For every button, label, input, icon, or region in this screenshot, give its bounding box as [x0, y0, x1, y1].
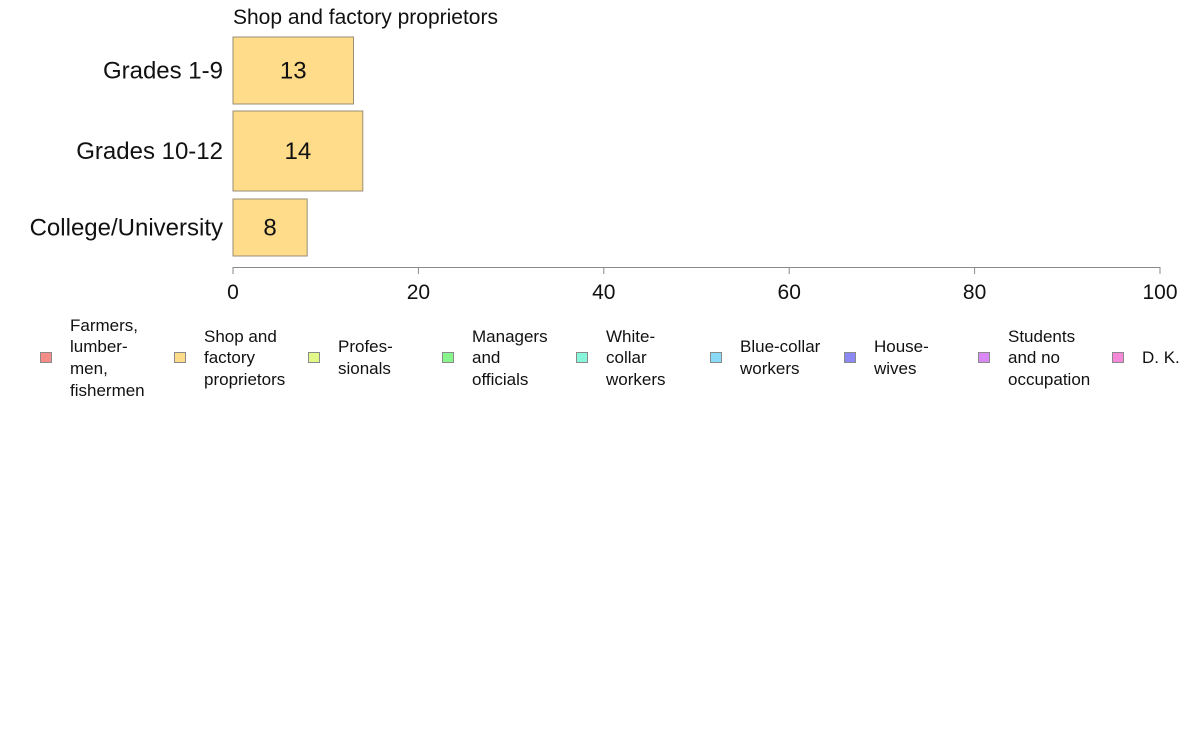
bar	[232, 110, 364, 192]
legend-label: Profes- sionals	[338, 337, 393, 378]
bar-value-label: 8	[263, 215, 276, 242]
x-tick-label: 0	[227, 281, 239, 300]
legend-label: House- wives	[874, 337, 929, 378]
legend-swatch	[710, 352, 722, 363]
x-tick-label: 100	[1142, 281, 1177, 300]
legend-label: D. K.	[1142, 348, 1180, 368]
legend-swatch	[442, 352, 454, 363]
legend: Farmers, lumber- men, fishermen Shop and …	[40, 315, 1188, 412]
legend-label: Blue-collar workers	[740, 337, 821, 378]
legend-swatch	[40, 352, 52, 363]
bar-value-label: 13	[280, 58, 307, 85]
legend-swatch	[1112, 352, 1124, 363]
x-tick-label: 80	[963, 281, 986, 300]
bar	[232, 36, 355, 105]
bars-layer: 13 Grades 1-9 14 Grades 10-12 8 College/Unive…	[30, 36, 364, 257]
x-tick-label: 20	[407, 281, 430, 300]
bar-chart: Shop and factory proprietors 13 Grades 1-…	[30, 6, 1178, 300]
legend-swatch	[978, 352, 990, 363]
x-axis: 0 20 40 60 80 100	[227, 267, 1178, 300]
chart-title: Shop and factory proprietors	[233, 6, 498, 29]
category-label: Grades 1-9	[103, 58, 223, 85]
legend-label: Managers and officials	[472, 326, 548, 389]
x-tick-label: 60	[778, 281, 801, 300]
legend-swatch	[576, 352, 588, 363]
legend-label: White- collar workers	[606, 326, 666, 389]
legend-label: Shop and factory proprietors	[204, 326, 286, 389]
legend-swatch	[844, 352, 856, 363]
legend-label: Farmers, lumber- men, fishermen	[70, 315, 145, 400]
legend-swatch	[174, 352, 186, 363]
bar	[232, 198, 308, 257]
legend-swatch	[308, 352, 320, 363]
category-label: Grades 10-12	[76, 138, 223, 165]
legend-label: Students and no occupation	[1008, 326, 1091, 389]
x-tick-label: 40	[592, 281, 615, 300]
bar-value-label: 14	[285, 138, 312, 165]
category-label: College/University	[30, 215, 223, 242]
